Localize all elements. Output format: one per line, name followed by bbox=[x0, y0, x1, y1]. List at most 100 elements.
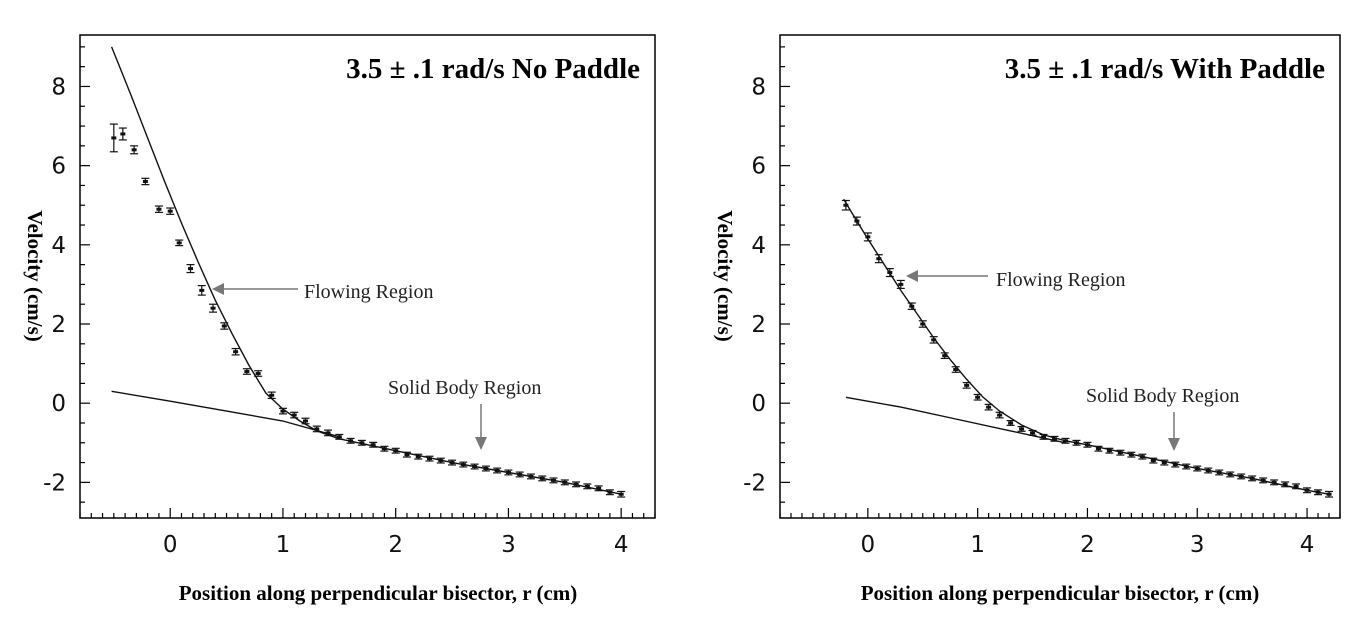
data-point bbox=[493, 467, 502, 474]
point-marker bbox=[210, 306, 216, 310]
point-marker bbox=[618, 492, 624, 496]
annotation-arrowhead bbox=[212, 283, 224, 295]
point-marker bbox=[1216, 470, 1222, 474]
annotation-label: Solid Body Region bbox=[1086, 385, 1239, 407]
data-point bbox=[141, 177, 150, 186]
x-tick-label: 4 bbox=[614, 532, 629, 558]
point-marker bbox=[142, 179, 148, 183]
point-marker bbox=[584, 484, 590, 488]
x-tick-label: 4 bbox=[1300, 532, 1315, 558]
data-point bbox=[1182, 463, 1191, 470]
point-marker bbox=[255, 371, 261, 375]
data-point bbox=[929, 336, 938, 344]
point-marker bbox=[920, 322, 926, 326]
x-tick-label: 0 bbox=[163, 532, 178, 558]
data-point bbox=[175, 239, 184, 247]
point-marker bbox=[269, 393, 275, 397]
point-marker bbox=[854, 219, 860, 223]
x-ticks: 0 1 2 3 4 bbox=[79, 508, 656, 558]
fit-line-2 bbox=[845, 396, 1066, 444]
point-marker bbox=[1062, 439, 1068, 443]
data-point bbox=[1171, 461, 1180, 468]
point-marker bbox=[393, 449, 399, 453]
data-point bbox=[896, 279, 905, 289]
point-marker bbox=[336, 435, 342, 439]
point-marker bbox=[404, 453, 410, 457]
point-marker bbox=[438, 459, 444, 463]
annotation-arrowhead bbox=[475, 437, 487, 450]
x-tick-label: 3 bbox=[501, 532, 516, 558]
data-point bbox=[324, 429, 333, 437]
point-marker bbox=[483, 467, 489, 471]
y-axis-label: Velocity (cm/s) bbox=[713, 210, 737, 342]
point-marker bbox=[596, 486, 602, 490]
data-point bbox=[481, 465, 490, 472]
x-tick-label: 3 bbox=[1190, 532, 1205, 558]
chart-panel-no-paddle: 3.5 ± .1 rad/s No Paddle Position along … bbox=[23, 34, 656, 605]
point-marker bbox=[1161, 461, 1167, 465]
point-marker bbox=[505, 470, 511, 474]
data-point bbox=[209, 303, 218, 313]
annotation-solid-body-region: Solid Body Region bbox=[1086, 385, 1239, 451]
point-marker bbox=[1041, 435, 1047, 439]
chart-panel-with-paddle: 3.5 ± .1 rad/s With Paddle Position alon… bbox=[713, 34, 1341, 605]
y-tick-label: 8 bbox=[751, 74, 766, 100]
point-marker bbox=[1205, 468, 1211, 472]
point-marker bbox=[244, 370, 250, 374]
data-point bbox=[436, 457, 445, 464]
data-point bbox=[357, 439, 366, 446]
data-point bbox=[863, 232, 872, 242]
data-point bbox=[572, 481, 581, 488]
point-marker bbox=[156, 207, 162, 211]
point-marker bbox=[1315, 490, 1321, 494]
y-tick-label: 2 bbox=[51, 312, 66, 338]
data-point bbox=[470, 463, 479, 470]
data-point bbox=[1072, 439, 1081, 446]
point-marker bbox=[176, 241, 182, 245]
annotation-arrowhead bbox=[1168, 438, 1180, 451]
point-marker bbox=[953, 368, 959, 372]
point-marker bbox=[909, 304, 915, 308]
data-point bbox=[951, 366, 960, 373]
y-tick-label: 0 bbox=[51, 391, 66, 417]
point-marker bbox=[472, 465, 478, 469]
data-point bbox=[1138, 453, 1147, 460]
point-marker bbox=[167, 209, 173, 213]
y-tick-label: 4 bbox=[51, 233, 66, 259]
data-point bbox=[109, 123, 118, 153]
point-marker bbox=[975, 395, 981, 399]
y-ticks: -2 0 2 4 6 8 bbox=[43, 46, 90, 503]
point-marker bbox=[1073, 441, 1079, 445]
point-marker bbox=[1326, 492, 1332, 496]
point-marker bbox=[1117, 451, 1123, 455]
point-marker bbox=[1227, 472, 1233, 476]
point-marker bbox=[517, 472, 523, 476]
data-point bbox=[254, 370, 263, 377]
point-marker bbox=[325, 431, 331, 435]
point-marker bbox=[931, 338, 937, 342]
data-point bbox=[220, 322, 229, 330]
data-point bbox=[186, 264, 195, 274]
point-marker bbox=[1139, 455, 1145, 459]
point-marker bbox=[494, 468, 500, 472]
data-point bbox=[267, 391, 276, 400]
point-marker bbox=[1106, 449, 1112, 453]
x-ticks: 0 1 2 3 4 bbox=[779, 508, 1341, 558]
point-marker bbox=[460, 463, 466, 467]
data-point bbox=[885, 267, 894, 278]
point-marker bbox=[942, 354, 948, 358]
data-point bbox=[1226, 471, 1235, 478]
fit-line-1 bbox=[843, 198, 1330, 495]
point-marker bbox=[573, 482, 579, 486]
data-point bbox=[1149, 457, 1158, 464]
data-point bbox=[1050, 435, 1059, 442]
data-point bbox=[1325, 490, 1334, 498]
fit-lines bbox=[110, 46, 622, 495]
point-marker bbox=[607, 490, 613, 494]
data-point bbox=[231, 347, 240, 356]
point-marker bbox=[1172, 463, 1178, 467]
x-axis-label: Position along perpendicular bisector, r… bbox=[179, 581, 578, 605]
point-marker bbox=[1183, 465, 1189, 469]
plot-frame bbox=[779, 34, 1341, 519]
